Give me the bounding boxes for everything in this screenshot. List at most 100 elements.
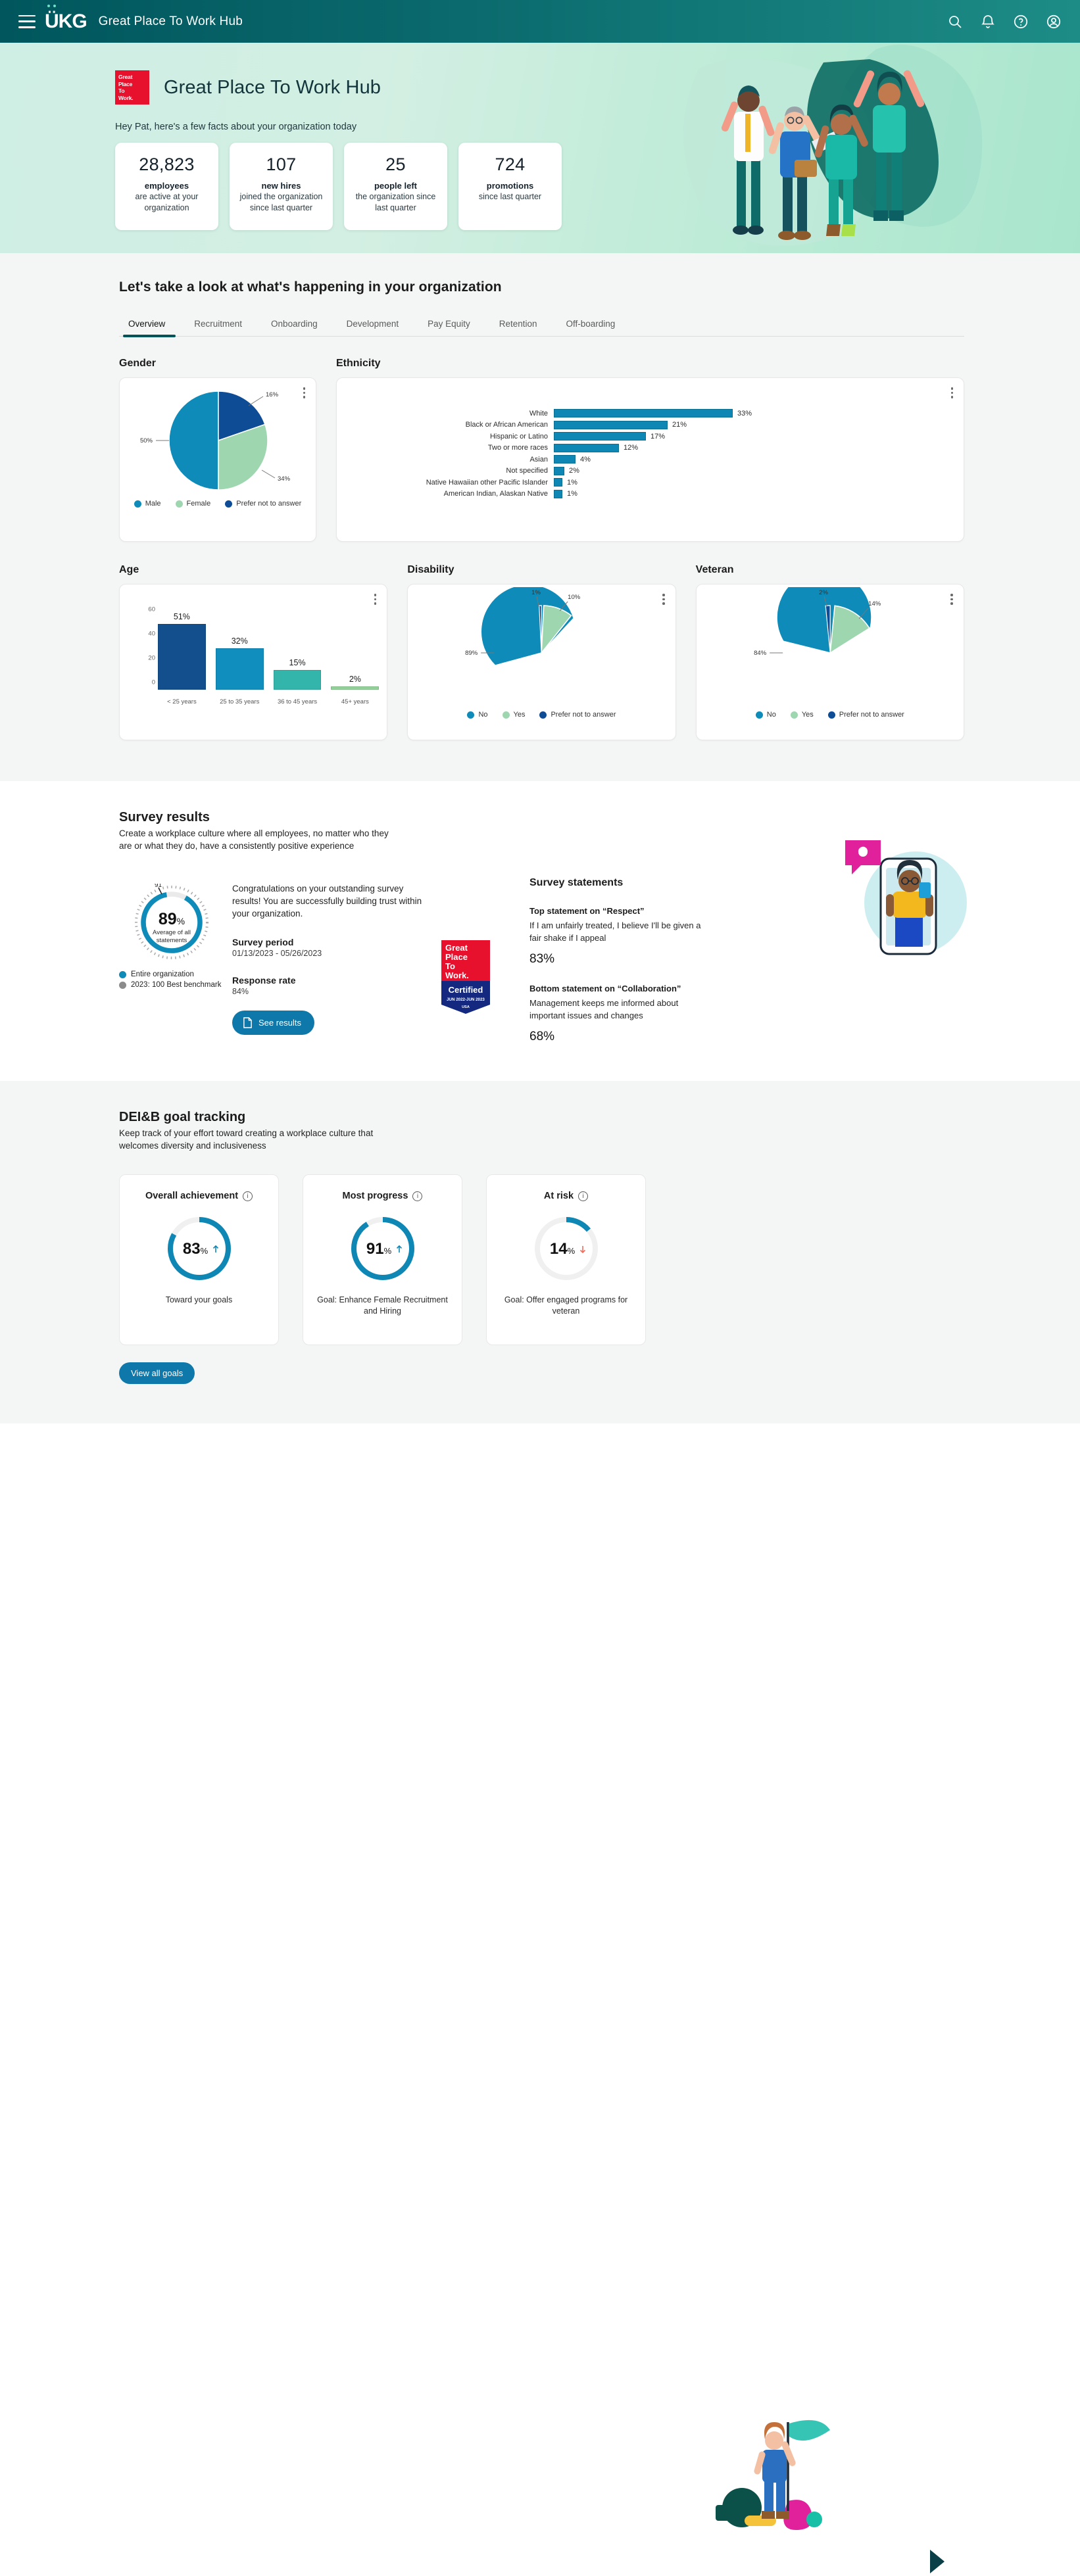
- info-icon[interactable]: i: [243, 1191, 253, 1201]
- ethnicity-value-label: 33%: [737, 409, 752, 417]
- bottom-statement-text: Management keeps me informed about impor…: [529, 998, 679, 1020]
- survey-legend: Entire organization 2023: 100 Best bench…: [119, 970, 224, 989]
- info-icon[interactable]: i: [578, 1191, 589, 1201]
- stat-card-row: 28,823 employees are active at your orga…: [115, 143, 1080, 230]
- stat-value: 107: [266, 155, 297, 174]
- deib-illustration: [716, 2420, 830, 2531]
- more-options-icon[interactable]: [950, 594, 953, 605]
- survey-heading: Survey results: [119, 810, 210, 824]
- legend-label: 2023: 100 Best benchmark: [131, 981, 222, 989]
- stat-card: 107 new hires joined the organization si…: [230, 143, 333, 230]
- legend-label: No: [766, 711, 776, 719]
- ethnicity-bar-row: Not specified 2%: [337, 466, 964, 476]
- age-category-label: 25 to 35 years: [220, 698, 260, 705]
- legend-item: Entire organization: [119, 970, 224, 978]
- veteran-chart-card: 84% 2% 14% No Yes Prefer not to answer: [695, 569, 964, 740]
- stat-label: people left: [374, 181, 417, 191]
- stat-card: 724 promotions since last quarter: [458, 143, 562, 230]
- tab-retention[interactable]: Retention: [499, 319, 537, 329]
- legend-label: Entire organization: [131, 970, 194, 978]
- stat-value: 724: [495, 155, 526, 174]
- disability-legend: No Yes Prefer not to answer: [408, 711, 675, 719]
- menu-icon[interactable]: [18, 14, 36, 28]
- certification-badge-block: Great Place To Work. Certified JUN 2022-…: [441, 877, 520, 1044]
- goal-title-label: At risk: [543, 1191, 574, 1201]
- stat-desc: are active at your organization: [135, 192, 199, 212]
- info-icon[interactable]: i: [412, 1191, 423, 1201]
- ethnicity-category-label: Asian: [529, 455, 548, 464]
- goal-value: 83%: [182, 1240, 208, 1258]
- ethnicity-bar-row: White 33%: [337, 408, 964, 418]
- ethnicity-bar-row: Hispanic or Latino 17%: [337, 431, 964, 441]
- gender-chart-title: Gender: [119, 358, 157, 369]
- ethnicity-bar-row: Native Hawaiian other Pacific Islander 1%: [337, 477, 964, 487]
- bell-icon[interactable]: [980, 14, 996, 30]
- tab-development[interactable]: Development: [346, 319, 399, 329]
- ethnicity-value-label: 17%: [650, 432, 666, 441]
- legend-label: Yes: [801, 711, 814, 719]
- response-rate-label: Response rate: [232, 975, 296, 986]
- age-category-label: 36 to 45 years: [277, 698, 318, 705]
- ethnicity-value-label: 2%: [569, 467, 579, 475]
- legend-item: Male: [134, 500, 161, 508]
- more-options-icon[interactable]: [374, 594, 377, 605]
- survey-details-block: Congratulations on your outstanding surv…: [224, 877, 441, 1044]
- cert-line-4: Work.: [445, 970, 469, 980]
- ethnicity-category-label: Black or African American: [465, 421, 548, 429]
- survey-results-section: Survey results Create a workplace cultur…: [0, 781, 1080, 1081]
- organization-section: Let's take a look at what's happening in…: [0, 253, 1080, 781]
- ethnicity-bar-row: Asian 4%: [337, 454, 964, 464]
- survey-donut: 91 89% Average of all statements: [133, 882, 210, 961]
- y-tick: 0: [151, 679, 155, 686]
- ukg-logo[interactable]: Ü KG: [45, 4, 87, 32]
- ethnicity-category-label: Not specified: [506, 467, 548, 475]
- veteran-label-yes: 14%: [868, 600, 881, 608]
- bottom-statement-pct: 68%: [529, 1030, 555, 1043]
- cert-line-1: Great: [445, 943, 468, 953]
- stat-label: employees: [144, 181, 189, 191]
- goal-card-title: Most progress i: [314, 1191, 451, 1201]
- goal-card-overall-achievement[interactable]: Overall achievement i 83% Toward your goa…: [119, 1174, 279, 1345]
- age-bar: [273, 670, 322, 690]
- ethnicity-bar: [554, 420, 668, 429]
- tab-bar: Overview Recruitment Onboarding Developm…: [119, 314, 964, 337]
- ethnicity-bar: [554, 478, 562, 487]
- ethnicity-bar: [554, 409, 733, 417]
- tab-recruitment[interactable]: Recruitment: [194, 319, 243, 329]
- tab-overview[interactable]: Overview: [119, 314, 180, 337]
- legend-item: Prefer not to answer: [827, 711, 904, 719]
- search-icon[interactable]: [947, 14, 963, 30]
- cert-dates: JUN 2022-JUN 2023: [447, 997, 485, 1002]
- more-options-icon[interactable]: [303, 387, 305, 398]
- stat-desc: the organization since last quarter: [355, 192, 436, 212]
- disability-label-pna: 1%: [531, 589, 541, 596]
- survey-illustration: [845, 840, 967, 955]
- nav-actions: [947, 14, 1062, 30]
- next-arrow-icon[interactable]: [926, 2547, 948, 2576]
- tab-pay-equity[interactable]: Pay Equity: [428, 319, 470, 329]
- ethnicity-bar: [554, 455, 576, 464]
- help-icon[interactable]: [1013, 14, 1029, 30]
- ethnicity-chart-title: Ethnicity: [336, 358, 381, 369]
- more-options-icon[interactable]: [662, 594, 665, 605]
- tab-onboarding[interactable]: Onboarding: [271, 319, 318, 329]
- document-icon: [243, 1017, 252, 1028]
- badge-line-1: Great: [118, 74, 133, 80]
- goal-card-row: Overall achievement i 83% Toward your goa…: [119, 1174, 964, 1345]
- goal-card-most-progress[interactable]: Most progress i 91% Goal: Enhance Female …: [303, 1174, 462, 1345]
- ethnicity-value-label: 4%: [580, 455, 591, 464]
- age-chart-block: Age 60 40 20 0 51% 32% 15% 2% < 25 years 25 …: [119, 564, 388, 740]
- age-category-label: < 25 years: [167, 698, 197, 705]
- view-all-goals-button[interactable]: View all goals: [119, 1362, 195, 1384]
- more-options-icon[interactable]: [950, 387, 953, 398]
- survey-period-label: Survey period: [232, 937, 294, 947]
- tab-off-boarding[interactable]: Off-boarding: [566, 319, 616, 329]
- ethnicity-value-label: 1%: [567, 478, 577, 487]
- account-icon[interactable]: [1046, 14, 1062, 30]
- goal-card-at-risk[interactable]: At risk i 14% Goal: Offer engaged program…: [486, 1174, 646, 1345]
- trend-down-icon: [579, 1246, 585, 1254]
- survey-congrats: Congratulations on your outstanding surv…: [232, 884, 422, 918]
- statements-heading: Survey statements: [529, 877, 624, 888]
- see-results-button[interactable]: See results: [232, 1011, 315, 1035]
- goal-progress-ring: 14%: [531, 1213, 602, 1284]
